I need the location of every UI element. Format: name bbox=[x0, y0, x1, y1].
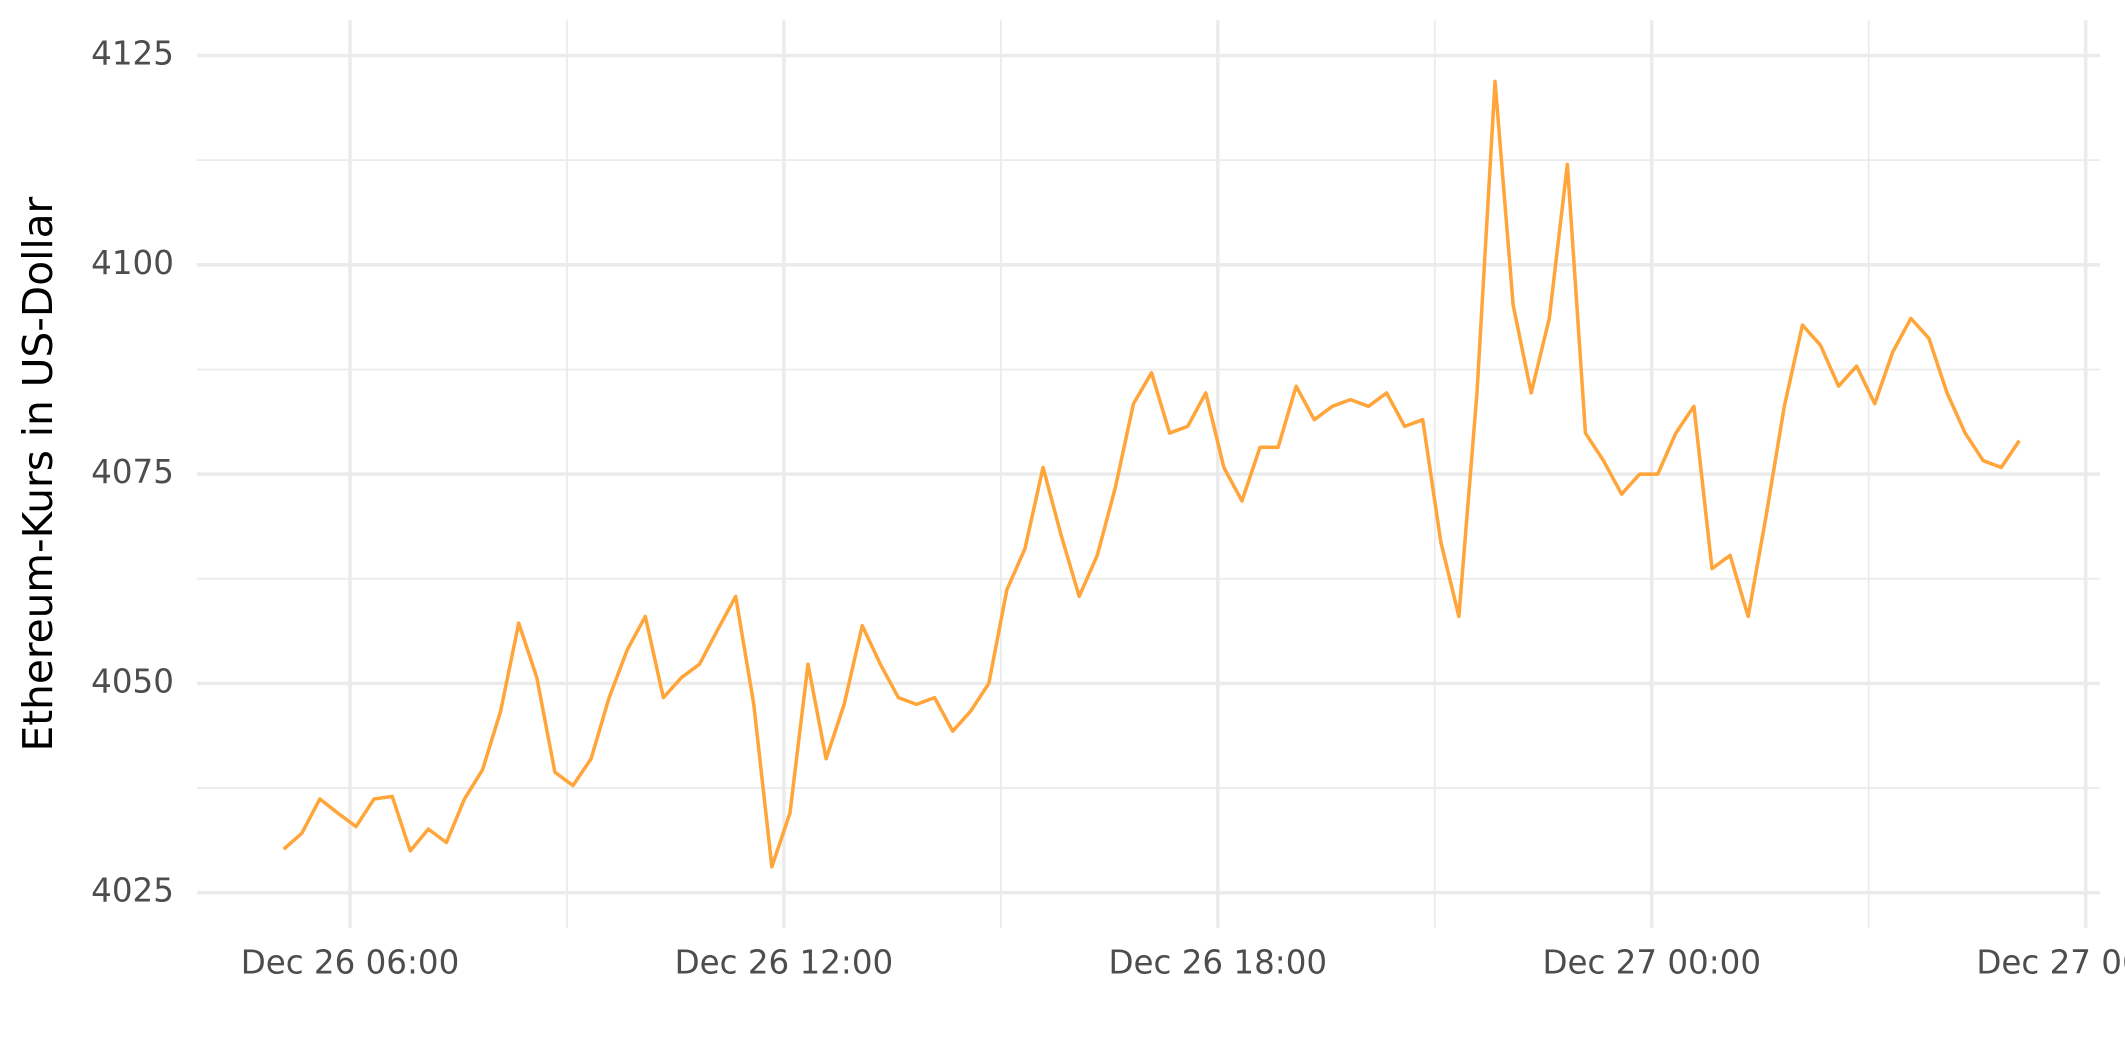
data-line bbox=[282, 79, 2021, 869]
y-tick-label: 4050 bbox=[91, 662, 174, 700]
y-tick-label: 4125 bbox=[91, 34, 174, 72]
x-tick-label: Dec 27 06:00 bbox=[1976, 943, 2125, 981]
y-tick-label: 4025 bbox=[91, 872, 174, 910]
y-tick-label: 4075 bbox=[91, 453, 174, 491]
x-tick-label: Dec 26 18:00 bbox=[1109, 943, 1328, 981]
x-tick-label: Dec 26 12:00 bbox=[675, 943, 894, 981]
y-tick-label: 4100 bbox=[91, 244, 174, 282]
x-tick-label: Dec 26 06:00 bbox=[241, 943, 460, 981]
x-tick-label: Dec 27 00:00 bbox=[1542, 943, 1761, 981]
y-axis-title: Ethereum-Kurs in US-Dollar bbox=[14, 196, 62, 751]
